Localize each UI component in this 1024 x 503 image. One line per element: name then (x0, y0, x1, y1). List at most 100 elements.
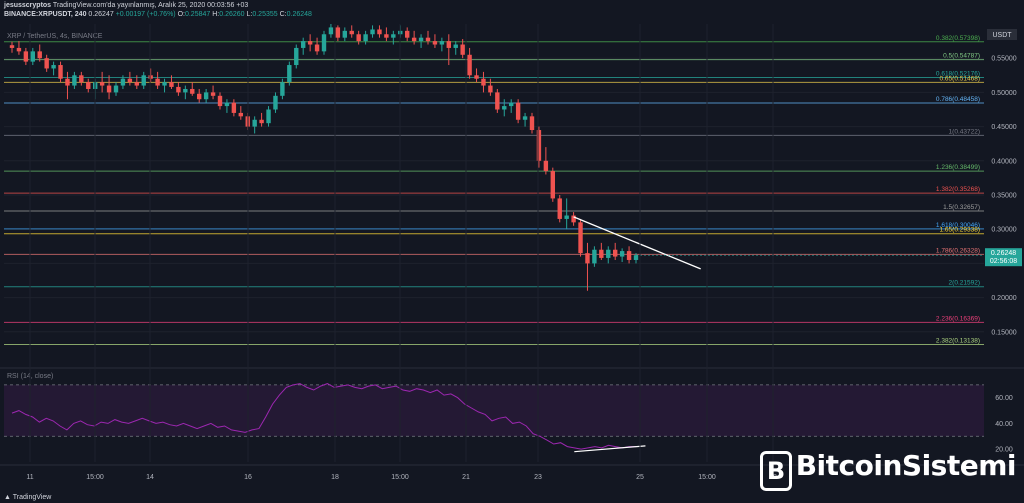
candle-body (522, 116, 528, 120)
symbol-label[interactable]: BINANCE:XRPUSDT, 240 (4, 11, 87, 18)
watermark-logo: B BitcoinSistemi (759, 449, 1017, 491)
price-value: 0.26247 (88, 11, 114, 18)
time-tick-label: 21 (462, 474, 470, 481)
price-pane: 0.55000 0.50000 0.45000 0.40000 0.35000 0.300… (4, 24, 1022, 346)
candle-body (599, 249, 604, 258)
change-value: +0.00197 (+0.76%) (115, 11, 176, 18)
tradingview-badge[interactable]: ▲ TradingView (4, 494, 51, 501)
high-value: 0.26260 (219, 11, 245, 18)
tradingview-brand: TradingView (12, 494, 52, 501)
candle-body (384, 34, 389, 38)
candle-body (37, 51, 42, 59)
candle-body (460, 44, 465, 55)
candle-body (162, 82, 167, 86)
price-tick-label: 0.55000 (991, 56, 1016, 63)
candle-body (349, 30, 354, 35)
published-line: jesusscryptos TradingView.com'da yayınla… (4, 2, 248, 9)
published-text: TradingView.com'da yayınlanmış, Aralık 2… (52, 2, 249, 9)
candle-body (259, 119, 264, 124)
candle-body (578, 222, 583, 254)
candle-body (79, 75, 84, 83)
candle-body (363, 34, 368, 42)
candle-body (16, 47, 22, 52)
rsi-band-fill (4, 384, 984, 437)
rsi-tick-label: 60.00 (995, 395, 1013, 402)
time-tick-label: 23 (534, 474, 542, 481)
candle-body (633, 255, 639, 260)
candle-body (335, 27, 341, 38)
bitcoin-b-icon: B (759, 451, 792, 491)
candle-body (321, 34, 327, 52)
high-label: H: (212, 11, 220, 18)
candle-body (571, 215, 576, 223)
candle-body (606, 249, 611, 258)
candle-body (301, 41, 306, 48)
close-label: C: (279, 11, 287, 18)
candle-body (203, 92, 209, 100)
candle-body (529, 116, 535, 131)
candle-body (619, 251, 625, 257)
watermark-text: BitcoinSistemi (795, 449, 1017, 482)
candle-body (543, 160, 549, 172)
price-tick-label: 0.30000 (991, 227, 1016, 234)
fib-level-label: 0.5(0.54787) (943, 53, 980, 60)
candle-body (183, 88, 188, 93)
candle-body (86, 82, 91, 89)
candle-body (405, 30, 410, 38)
candle-body (210, 92, 216, 96)
time-tick-label: 15:00 (698, 474, 716, 481)
candle-body (592, 249, 597, 264)
candle-body (467, 54, 472, 76)
rsi-line (11, 383, 636, 450)
candle-body (564, 215, 569, 219)
candle-body (127, 78, 133, 83)
fib-level-label: 0.786(0.48458) (936, 96, 980, 103)
pane-title: XRP / TetherUS, 4s, BINANCE (7, 33, 103, 40)
candle-body (280, 82, 285, 96)
time-tick-label: 15:00 (86, 474, 104, 481)
fib-level-label: 1.236(0.38499) (936, 164, 980, 171)
candle-body (474, 75, 479, 79)
candle-body (51, 65, 56, 69)
time-tick-label: 11 (26, 474, 33, 481)
price-tick-label: 0.50000 (991, 90, 1016, 97)
candle-body (432, 41, 438, 45)
fib-level-label: 2(0.21592) (949, 280, 980, 287)
candle-body (287, 65, 292, 83)
currency-badge (987, 29, 1017, 40)
candle-body (65, 78, 70, 86)
candle-body (307, 41, 313, 45)
close-value: 0.26248 (286, 11, 312, 18)
candle-body (266, 109, 271, 124)
candle-body (58, 65, 63, 79)
candle-body (613, 249, 618, 257)
fib-level-label: 1.618(0.30046) (936, 222, 980, 229)
rsi-divergence-line (574, 445, 646, 453)
candle-body (356, 34, 361, 42)
candle-body (585, 253, 590, 264)
candle-body (30, 51, 35, 62)
candle-body (515, 102, 521, 120)
fib-level-label: 1.5(0.32657) (943, 204, 980, 211)
candle-body (411, 37, 417, 42)
candle-body (134, 82, 139, 86)
candle-body (481, 78, 486, 86)
candle-body (148, 75, 153, 79)
fib-level-label: 0.382(0.57398) (936, 35, 980, 42)
candle-body (509, 102, 514, 107)
candle-body (9, 45, 15, 48)
time-tick-label: 25 (636, 474, 644, 481)
open-label: O: (177, 11, 185, 18)
fib-level-label: 2.236(0.16369) (936, 315, 980, 322)
candle-body (238, 112, 243, 117)
candle-body (446, 41, 451, 48)
author-name[interactable]: jesusscryptos (4, 2, 52, 9)
candle-body (294, 47, 299, 66)
price-tick-label: 0.35000 (991, 193, 1016, 200)
candle-body (197, 93, 202, 100)
time-tick-label: 15:00 (391, 474, 409, 481)
candle-body (176, 86, 181, 93)
rsi-tick-label: 40.00 (995, 421, 1013, 428)
candle-body (141, 75, 146, 86)
